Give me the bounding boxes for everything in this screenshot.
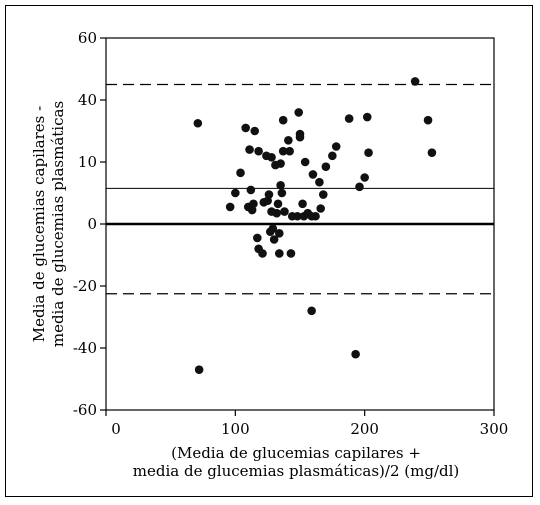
x-axis-label-line-2: media de glucemias plasmáticas)/2 (mg/dl… xyxy=(133,462,460,480)
figure-frame xyxy=(5,5,533,497)
x-axis-ticks: 0 100 200 300 xyxy=(105,410,509,438)
data-point xyxy=(253,233,262,243)
data-point xyxy=(300,157,310,167)
data-point xyxy=(272,208,282,218)
reference-lines xyxy=(106,83,494,295)
data-point xyxy=(278,115,288,125)
data-point xyxy=(286,249,296,258)
data-point xyxy=(321,162,331,171)
data-point xyxy=(285,146,294,156)
data-point xyxy=(241,123,250,133)
data-point xyxy=(267,153,276,162)
data-point xyxy=(344,114,354,123)
data-point xyxy=(331,142,341,151)
data-point xyxy=(194,365,204,375)
data-point xyxy=(225,202,235,212)
data-point xyxy=(273,199,283,209)
data-point xyxy=(276,180,285,190)
data-point xyxy=(269,235,279,244)
data-point xyxy=(245,145,254,154)
data-point xyxy=(275,249,284,258)
y-axis-label-line-1: Media de glucemias capilares - xyxy=(30,106,48,342)
data-point xyxy=(258,249,267,258)
data-point xyxy=(254,146,263,156)
y-axis-ticks: 60 40 10 0 -20 -40 -60 xyxy=(73,29,106,419)
data-point xyxy=(276,159,285,168)
data-point xyxy=(264,190,274,199)
data-point xyxy=(311,211,320,221)
data-point xyxy=(231,188,240,198)
data-point xyxy=(249,199,258,209)
x-axis-label-line-1: (Media de glucemias capilares + xyxy=(171,444,421,462)
data-point xyxy=(328,151,337,161)
data-point xyxy=(364,148,373,157)
y-tick-label: 60 xyxy=(78,29,97,47)
data-point xyxy=(268,224,278,233)
x-tick-label: 100 xyxy=(221,420,250,438)
data-point xyxy=(318,190,328,199)
y-tick-label: 40 xyxy=(78,91,97,109)
x-tick-label: 300 xyxy=(480,420,509,438)
data-point xyxy=(295,132,305,142)
y-tick-label: 0 xyxy=(87,215,97,233)
data-point xyxy=(316,204,325,213)
data-point xyxy=(250,126,260,136)
data-point xyxy=(277,188,287,198)
data-point xyxy=(410,77,420,86)
data-point xyxy=(278,146,288,156)
data-point xyxy=(315,177,324,187)
data-points xyxy=(193,77,437,375)
data-point xyxy=(275,229,284,238)
data-point xyxy=(427,148,437,157)
data-point xyxy=(355,182,364,192)
data-point xyxy=(362,112,372,122)
data-point xyxy=(280,207,289,216)
data-point xyxy=(360,173,369,182)
data-point xyxy=(298,199,307,209)
x-tick-label: 200 xyxy=(350,420,379,438)
data-point xyxy=(246,185,256,195)
data-point xyxy=(307,306,316,316)
y-tick-label: 10 xyxy=(78,153,97,171)
y-tick-label: -20 xyxy=(73,277,97,295)
y-axis-label-line-2: media de glucemias plasmáticas xyxy=(49,101,67,347)
data-point xyxy=(236,168,245,178)
y-tick-label: -40 xyxy=(73,339,97,357)
data-point xyxy=(284,136,293,145)
data-point xyxy=(294,108,304,117)
data-point xyxy=(308,170,318,179)
data-point xyxy=(193,118,203,128)
x-tick-label: 0 xyxy=(111,420,121,438)
data-point xyxy=(293,211,302,221)
y-tick-label: -60 xyxy=(73,401,97,419)
data-point xyxy=(423,115,433,125)
data-point xyxy=(351,349,360,359)
